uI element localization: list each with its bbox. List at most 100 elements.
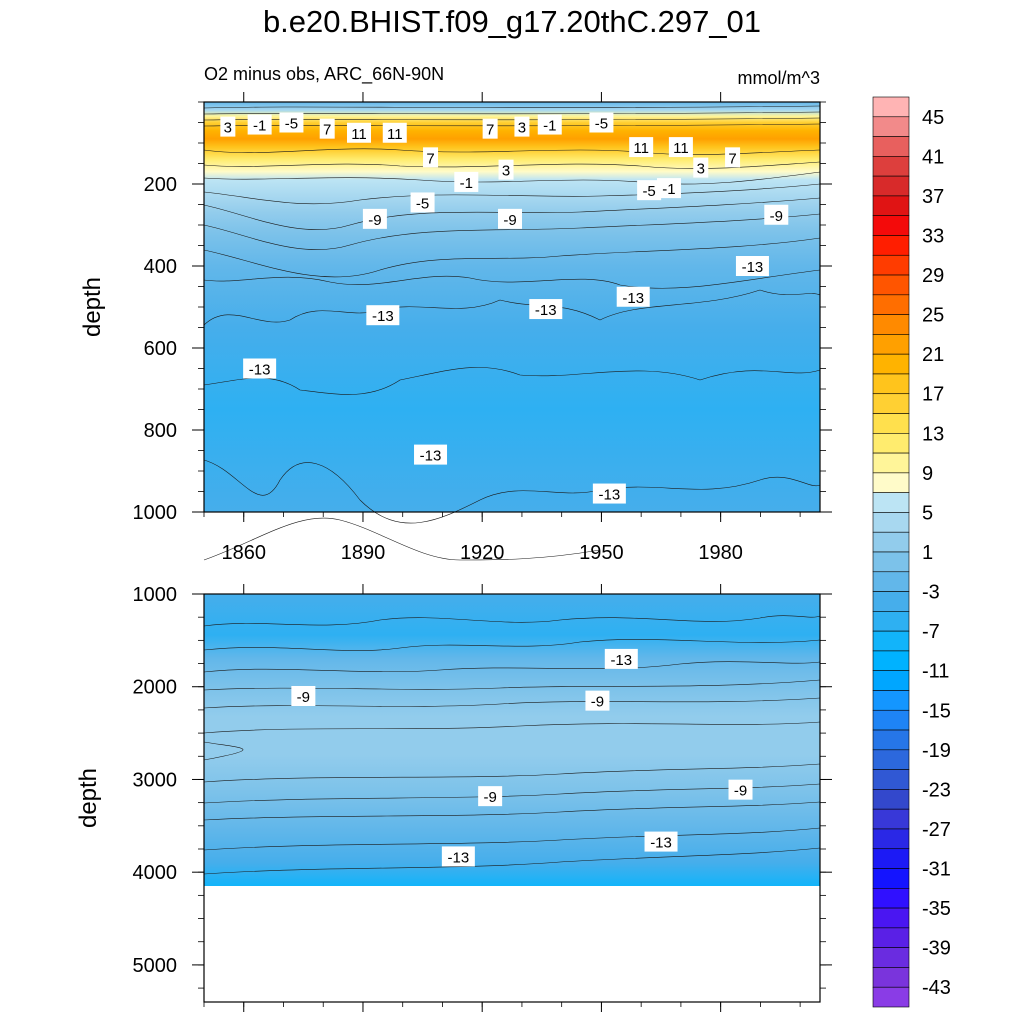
colorbar-label: 13: [922, 423, 944, 445]
lower-y-axis: 1000 2000 3000 4000 5000: [133, 584, 832, 989]
colorbar-label: 9: [922, 463, 933, 485]
colorbar-swatch: [872, 393, 910, 414]
lower-contour-labels: -13 -9 -9 -9 -9 -13 -13: [291, 648, 753, 867]
colorbar-swatch: [872, 195, 910, 216]
contour-label: -9: [591, 694, 604, 711]
contour-label: -9: [734, 783, 747, 800]
colorbar-swatch: [872, 967, 910, 988]
colorbar-swatch: [872, 670, 910, 691]
colorbar-swatch: [872, 452, 910, 474]
lower-no-data-area: [204, 886, 820, 1002]
contour-label: -13: [249, 362, 271, 379]
colorbar-swatch: [872, 254, 910, 276]
y-tick-label: 600: [144, 338, 177, 360]
contour-label-box: [414, 444, 448, 465]
contour-label-box: [291, 686, 316, 706]
colorbar-swatch: [872, 274, 910, 296]
contour-label-box: [656, 178, 681, 199]
colorbar-swatch: [872, 413, 910, 434]
contour-label-box: [529, 299, 563, 320]
y-tick-label: 3000: [133, 769, 178, 791]
y-tick-label: 1000: [133, 584, 178, 606]
colorbar-label: 17: [922, 384, 944, 406]
colorbar-swatch: [872, 630, 910, 652]
y-tick-label: 2000: [133, 677, 178, 699]
colorbar-swatch: [872, 690, 910, 711]
colorbar-label: 1: [922, 542, 933, 564]
contour-label: 7: [728, 150, 736, 167]
contour-label-box: [764, 204, 789, 225]
contour-label: -9: [770, 208, 783, 225]
colorbar-swatch: [872, 709, 910, 731]
contour-label: 7: [426, 150, 434, 167]
y-tick-label: 1000: [133, 502, 178, 524]
contour-label: 11: [673, 140, 689, 157]
colorbar-swatch: [872, 650, 910, 671]
lower-x-axis: [203, 584, 801, 1012]
contour-label: -1: [543, 118, 556, 135]
colorbar-label: -43: [922, 977, 951, 999]
colorbar-label: -23: [922, 779, 951, 801]
colorbar-swatch: [872, 591, 910, 612]
contour-label: -13: [622, 290, 644, 307]
contour-label-box: [668, 137, 693, 158]
contour-label-box: [423, 147, 439, 168]
y-tick-label: 5000: [133, 955, 178, 977]
contour-label-box: [362, 208, 387, 229]
upper-panel: 3 -1 -5 7 11 11 7 3 -1 -5 -9 7 3 -1 -5 11 11 7 3 -1 -5 -9 -9 -1…: [79, 92, 832, 564]
colorbar-swatch: [872, 492, 910, 513]
lower-field: [204, 594, 820, 886]
colorbar-label: 37: [922, 186, 944, 208]
contour-label-box: [604, 648, 638, 669]
colorbar-swatch: [872, 828, 910, 850]
contour-label-box: [410, 192, 435, 213]
contour-label-box: [585, 690, 610, 711]
contour-label: -13: [650, 835, 672, 852]
contour-label-box: [616, 286, 650, 307]
contour-label-box: [589, 112, 614, 133]
colorbar-label: -35: [922, 898, 951, 920]
contour-label: -13: [448, 849, 470, 866]
colorbar-swatch: [872, 116, 910, 137]
colorbar-swatch: [872, 571, 910, 592]
contour-label-box: [498, 208, 523, 229]
contour-label: -13: [535, 302, 557, 319]
contour-label-box: [441, 846, 475, 867]
colorbar-swatch: [872, 749, 910, 770]
units-label: mmol/m^3: [737, 68, 820, 88]
colorbar-label: 45: [922, 107, 944, 129]
x-tick-label: 1980: [698, 542, 743, 564]
colorbar-swatch: [872, 96, 910, 118]
colorbar-swatch: [872, 848, 910, 869]
contour-label-box: [454, 171, 479, 192]
contour-label: 3: [224, 120, 232, 137]
upper-y-axis-label: depth: [79, 277, 106, 337]
colorbar-swatch: [872, 373, 910, 395]
contour-label-box: [637, 180, 662, 201]
colorbar-swatch: [872, 156, 910, 177]
colorbar-swatch: [872, 235, 910, 256]
contour-label-box: [346, 122, 371, 143]
colorbar-swatch: [872, 353, 910, 375]
colorbar-swatch: [872, 551, 910, 573]
colorbar: 45 41 37 33 29 25 21 17 13 9 5 1 -3 -7 -11 -15 -19 -23 -27…: [872, 96, 951, 1008]
contour-label: -9: [297, 689, 310, 706]
contour-label: -9: [368, 212, 381, 229]
contour-label-box: [735, 256, 769, 276]
contour-label: 11: [387, 126, 403, 143]
contour-label-box: [482, 118, 498, 139]
contour-label: -13: [420, 448, 442, 465]
y-tick-label: 4000: [133, 862, 178, 884]
contour-label-box: [728, 779, 753, 800]
contour-label: 3: [502, 163, 510, 180]
contour-label: 11: [351, 126, 367, 143]
contour-label: -13: [372, 308, 394, 325]
contour-label: -5: [642, 183, 655, 200]
contour-label-box: [629, 137, 654, 158]
contour-label: 7: [323, 122, 331, 139]
contour-label: -5: [595, 116, 608, 133]
colorbar-swatch: [872, 136, 910, 157]
contour-label-box: [693, 157, 709, 178]
colorbar-label: -39: [922, 938, 951, 960]
contour-label-box: [382, 122, 407, 143]
